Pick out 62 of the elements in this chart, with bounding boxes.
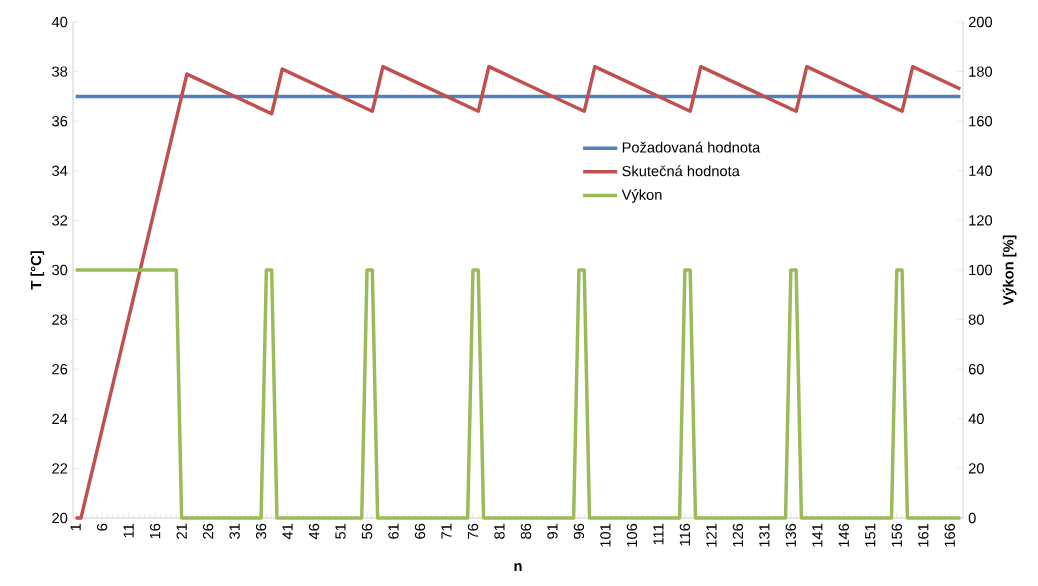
x-tick-label: 156 xyxy=(891,523,902,547)
x-tick-label: 116 xyxy=(679,523,691,546)
x-tick-label: 136 xyxy=(785,523,797,547)
y2-tick-label: 200 xyxy=(968,16,993,28)
x-tick-label: 141 xyxy=(812,523,823,547)
x-tick-label: 111 xyxy=(653,523,664,545)
legend-label: Požadovaná hodnota xyxy=(622,141,761,153)
y-tick-label: 24 xyxy=(52,413,68,424)
y2-tick-label: 120 xyxy=(969,215,993,226)
y-tick-label: 38 xyxy=(52,66,68,77)
x-tick-label: 121 xyxy=(706,523,717,547)
x-axis-title: n xyxy=(514,563,522,571)
y2-tick-label: 100 xyxy=(969,264,993,276)
y-tick-label: 34 xyxy=(52,165,68,176)
x-tick-label: 56 xyxy=(361,523,373,539)
x-tick-label: 11 xyxy=(123,523,134,538)
x-tick-label: 36 xyxy=(255,523,267,539)
x-tick-label: 66 xyxy=(414,523,426,539)
x-tick-label: 71 xyxy=(441,523,452,539)
x-tick-label: 76 xyxy=(467,523,479,539)
x-tick-label: 21 xyxy=(176,523,187,539)
x-tick-label: 31 xyxy=(229,523,240,539)
x-tick-label: 166 xyxy=(944,523,955,547)
y-tick-label: 36 xyxy=(52,116,68,127)
y2-tick-label: 140 xyxy=(969,165,993,176)
x-tick-label: 106 xyxy=(626,523,638,547)
y-axis-title: T [°C] xyxy=(30,251,45,290)
x-tick-label: 146 xyxy=(838,523,850,547)
y2-tick-label: 160 xyxy=(969,116,993,127)
x-tick-label: 126 xyxy=(732,523,744,547)
x-tick-label: 101 xyxy=(600,523,611,547)
x-tick-label: 161 xyxy=(918,523,929,547)
x-tick-label: 51 xyxy=(335,523,346,539)
x-tick-label: 131 xyxy=(759,523,770,547)
y-tick-label: 26 xyxy=(52,364,68,375)
y-tick-label: 30 xyxy=(52,264,68,276)
x-tick-label: 86 xyxy=(520,523,532,539)
x-tick-label: 91 xyxy=(547,523,558,539)
x-tick-label: 1 xyxy=(70,523,81,531)
legend-label: Výkon xyxy=(621,189,662,203)
x-tick-label: 61 xyxy=(388,523,399,539)
x-tick-label: 6 xyxy=(96,523,108,531)
x-tick-label: 26 xyxy=(202,523,214,539)
y-tick-label: 22 xyxy=(52,463,68,474)
x-tick-label: 16 xyxy=(149,523,161,539)
y-tick-label: 20 xyxy=(52,512,68,524)
y-tick-label: 40 xyxy=(51,16,68,28)
y2-tick-label: 80 xyxy=(968,314,984,325)
y2-tick-label: 180 xyxy=(969,66,993,77)
x-tick-label: 81 xyxy=(494,523,505,539)
x-tick-label: 46 xyxy=(308,523,320,540)
x-tick-label: 96 xyxy=(573,523,585,539)
x-tick-label: 41 xyxy=(282,523,293,540)
legend-label: Skutečná hodnota xyxy=(622,165,740,177)
y2-tick-label: 60 xyxy=(968,364,984,375)
x-tick-label: 151 xyxy=(865,523,876,547)
y2-axis-title: Výkon [%] xyxy=(1002,235,1017,306)
y-tick-label: 32 xyxy=(52,215,68,226)
y-tick-label: 28 xyxy=(52,314,68,325)
y2-tick-label: 20 xyxy=(968,463,984,474)
y2-tick-label: 0 xyxy=(968,512,976,524)
y2-tick-label: 40 xyxy=(968,413,984,424)
